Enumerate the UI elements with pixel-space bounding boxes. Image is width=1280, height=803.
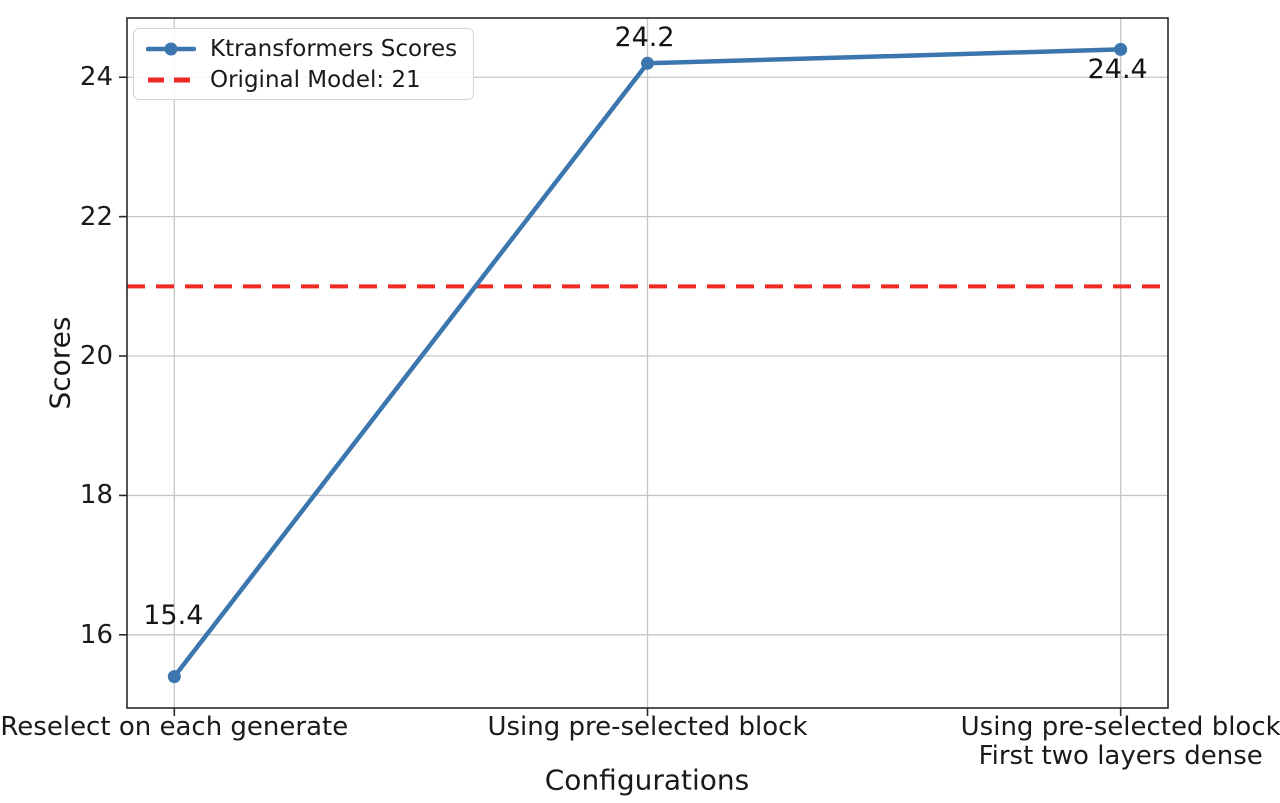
legend: Ktransformers Scores Original Model: 21 <box>133 28 475 100</box>
y-tick-label: 24 <box>79 62 113 93</box>
y-tick-label: 20 <box>79 341 113 372</box>
legend-item-refline: Original Model: 21 <box>146 65 457 94</box>
x-axis-title: Configurations <box>544 763 750 797</box>
y-tick-label: 18 <box>79 480 113 511</box>
refline-dash-swatch-icon <box>148 77 194 82</box>
legend-item-series: Ktransformers Scores <box>146 34 457 63</box>
x-tick-label: Reselect on each generate <box>0 713 424 742</box>
legend-label-refline: Original Model: 21 <box>210 66 421 93</box>
series-line-swatch-icon <box>146 42 196 55</box>
x-tick-label: Using pre-selected block <box>398 713 898 742</box>
data-point-marker <box>1114 42 1128 56</box>
data-point-marker <box>641 56 654 70</box>
x-tick-label-line: Using pre-selected block <box>487 712 808 742</box>
x-tick-label-line: Reselect on each generate <box>0 712 349 742</box>
data-point-label: 24.4 <box>1087 54 1148 86</box>
y-tick-label: 16 <box>79 619 113 650</box>
data-point-label: 24.2 <box>614 22 675 54</box>
data-point-marker <box>167 670 181 684</box>
y-tick-label: 22 <box>79 201 113 232</box>
y-axis-title: Scores <box>43 316 77 410</box>
data-point-label: 15.4 <box>143 599 204 631</box>
x-tick-label-line: Using pre-selected block <box>960 712 1280 742</box>
x-tick-label: Using pre-selected block First two layers… <box>871 713 1280 771</box>
x-tick-label-line: First two layers dense <box>978 741 1263 771</box>
legend-label-series: Ktransformers Scores <box>210 35 458 62</box>
